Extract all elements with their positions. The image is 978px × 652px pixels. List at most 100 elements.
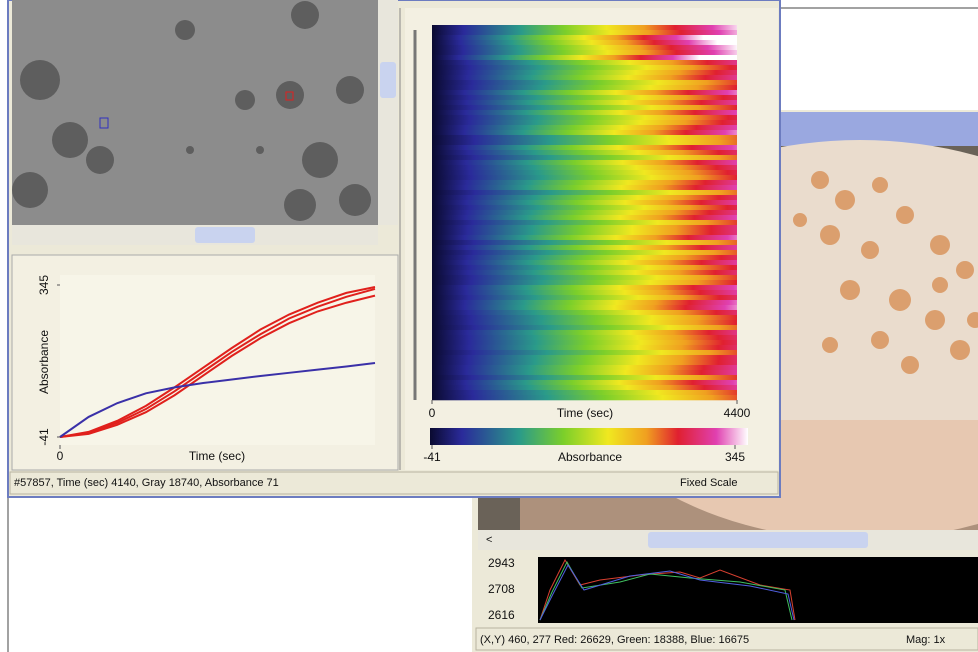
- heatmap-row: [432, 90, 737, 96]
- heatmap-row: [432, 395, 737, 401]
- scroll-thumb[interactable]: [648, 532, 868, 548]
- x-tick-label: 4400: [724, 406, 751, 420]
- scale-mode[interactable]: Fixed Scale: [680, 477, 737, 489]
- heatmap-row: [432, 130, 737, 136]
- heatmap-row: [432, 310, 737, 316]
- colorbar-tick-label: 345: [725, 450, 745, 464]
- series-line: [59, 361, 376, 438]
- heatmap-row: [432, 185, 737, 191]
- heatmap-row: [432, 115, 737, 121]
- heatmap-row: [432, 60, 737, 66]
- heatmap-row: [432, 340, 737, 346]
- status-bar: [9, 471, 779, 495]
- heatmap: [432, 25, 737, 401]
- heatmap-row: [432, 300, 737, 306]
- heatmap-row: [432, 275, 737, 281]
- heatmap-row: [432, 110, 737, 116]
- heatmap-row: [432, 255, 737, 261]
- scroll-thumb[interactable]: [380, 62, 396, 98]
- y-axis-label: Absorbance: [37, 330, 51, 394]
- front-window: #57857, Time (sec) 4140, Gray 18740, Abs…: [7, 0, 781, 498]
- series-line: [59, 285, 376, 438]
- x-tick-label: 0: [429, 406, 436, 420]
- heatmap-row: [432, 80, 737, 86]
- heatmap-row: [432, 165, 737, 171]
- plot-area: [60, 275, 375, 445]
- status-text: (X,Y) 460, 277 Red: 26629, Green: 18388,…: [480, 634, 749, 646]
- heatmap-row: [432, 100, 737, 106]
- heatmap-row: [432, 330, 737, 336]
- roi-marker[interactable]: [99, 117, 109, 129]
- profile-label: 2943: [488, 556, 515, 570]
- heatmap-row: [432, 85, 737, 91]
- profile-ticks: 2943 2708 2616: [488, 556, 515, 622]
- heatmap-row: [432, 230, 737, 236]
- heatmap-row: [432, 350, 737, 356]
- profile-plot: [538, 557, 978, 623]
- heatmap-row: [432, 70, 737, 76]
- heatmap-row: [432, 145, 737, 151]
- heatmap-row: [432, 385, 737, 391]
- profile-red: [539, 558, 796, 621]
- status-text: #57857, Time (sec) 4140, Gray 18740, Abs…: [14, 477, 279, 489]
- heatmap-row: [432, 25, 737, 31]
- heatmap-row: [432, 380, 737, 386]
- heatmap-row: [432, 195, 737, 201]
- mag-text: Mag: 1x: [906, 634, 946, 646]
- heatmap-row: [432, 125, 737, 131]
- series-line: [59, 294, 376, 438]
- heatmap-row: [432, 190, 737, 196]
- heatmap-row: [432, 155, 737, 161]
- heatmap-row: [432, 170, 737, 176]
- colorbar: [430, 428, 748, 445]
- heatmap-row: [432, 370, 737, 376]
- heatmap-row: [432, 200, 737, 206]
- heatmap-row: [432, 205, 737, 211]
- heatmap-row: [432, 160, 737, 166]
- x-axis-label: Time (sec): [189, 449, 245, 463]
- heatmap-row: [432, 105, 737, 111]
- heatmap-row: [432, 280, 737, 286]
- heatmap-row: [432, 135, 737, 141]
- scroll-thumb[interactable]: [195, 227, 255, 243]
- heatmap-row: [432, 390, 737, 396]
- heatmap-row: [432, 120, 737, 126]
- profile-blue: [539, 564, 795, 621]
- profile-label: 2616: [488, 608, 515, 622]
- heatmap-row: [432, 150, 737, 156]
- roi-marker[interactable]: [285, 91, 294, 101]
- heatmap-row: [432, 360, 737, 366]
- heatmap-row: [432, 295, 737, 301]
- heatmap-row: [432, 335, 737, 341]
- heatmap-row: [432, 75, 737, 81]
- heatmap-row: [432, 95, 737, 101]
- heatmap-row: [432, 355, 737, 361]
- heatmap-row: [432, 375, 737, 381]
- heatmap-row: [432, 240, 737, 246]
- heatmap-row: [432, 270, 737, 276]
- heatmap-row: [432, 365, 737, 371]
- heatmap-row: [432, 325, 737, 331]
- heatmap-row: [432, 55, 737, 61]
- heatmap-row: [432, 45, 737, 51]
- heatmap-row: [432, 225, 737, 231]
- heatmap-row: [432, 220, 737, 226]
- x-axis-label: Time (sec): [557, 406, 613, 420]
- heatmap-row: [432, 235, 737, 241]
- v-scrollbar[interactable]: [378, 0, 398, 225]
- scroll-left[interactable]: <: [486, 534, 492, 546]
- heatmap-row: [432, 245, 737, 251]
- profile-label: 2708: [488, 582, 515, 596]
- heatmap-row: [432, 320, 737, 326]
- heatmap-row: [432, 285, 737, 291]
- heatmap-row: [432, 140, 737, 146]
- heatmap-row: [432, 175, 737, 181]
- heatmap-row: [432, 260, 737, 266]
- x-tick-label: 0: [57, 449, 64, 463]
- heatmap-row: [432, 265, 737, 271]
- colonies: [793, 171, 978, 374]
- heatmap-row: [432, 210, 737, 216]
- heatmap-row: [432, 345, 737, 351]
